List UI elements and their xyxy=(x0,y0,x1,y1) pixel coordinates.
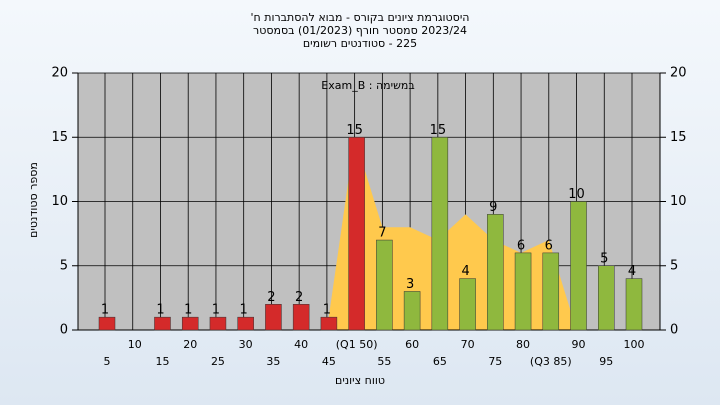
data-label: 5 xyxy=(600,251,608,266)
data-label: 4 xyxy=(461,264,469,279)
data-label: 3 xyxy=(406,277,414,292)
y2-tick-label: 20 xyxy=(670,66,687,81)
x-tick-label: 25 xyxy=(211,355,225,368)
y2-tick-label: 10 xyxy=(670,194,687,209)
x-tick-label: 95 xyxy=(599,355,613,368)
data-label: 1 xyxy=(184,303,192,318)
data-label: 1 xyxy=(212,303,220,318)
data-label: 6 xyxy=(545,238,553,253)
x-tick-label: 55 xyxy=(377,355,391,368)
bar xyxy=(181,316,199,331)
x-tick-label: 75 xyxy=(488,355,502,368)
chart-title: היסטוגרמת ציונים בקורס - מבוא להסתברות ח… xyxy=(251,11,470,24)
x-tick-label: 10 xyxy=(128,338,142,351)
x-axis-label: טווח ציונים xyxy=(335,374,385,387)
data-label: 1 xyxy=(323,303,331,318)
data-label: 10 xyxy=(568,187,585,202)
x-tick-label: 35 xyxy=(266,355,280,368)
bar xyxy=(514,252,532,331)
x-tick-label: (Q3 85) xyxy=(530,355,572,368)
bar xyxy=(320,316,338,331)
chart-subtitle: 2023/24 סמסטר חורף (01/2023) בסמסטר xyxy=(253,24,467,37)
data-label: 1 xyxy=(101,303,109,318)
bar xyxy=(570,201,587,331)
x-tick-label: 65 xyxy=(433,355,447,368)
bar xyxy=(542,252,560,331)
x-tick-label: 40 xyxy=(294,338,308,351)
data-label: 1 xyxy=(240,303,248,318)
x-tick-label: 15 xyxy=(155,355,169,368)
y-axis-label: מספר סטודנטים xyxy=(27,162,40,238)
x-tick-label: (Q1 50) xyxy=(336,338,378,351)
chart-subtitle: 225 - סטודנטים רשומים xyxy=(303,37,417,50)
y2-tick-label: 0 xyxy=(670,323,678,338)
bar xyxy=(487,214,504,331)
bar xyxy=(598,265,615,331)
y-tick-label: 20 xyxy=(51,66,68,81)
bar xyxy=(265,304,282,331)
x-tick-label: 5 xyxy=(104,355,111,368)
bar xyxy=(376,239,393,331)
x-tick-label: 45 xyxy=(322,355,336,368)
y-tick-label: 15 xyxy=(51,130,68,145)
data-label: 4 xyxy=(628,264,636,279)
data-label: 2 xyxy=(295,290,303,305)
bar xyxy=(209,316,227,331)
x-tick-label: 60 xyxy=(405,338,419,351)
bar xyxy=(292,304,310,331)
bar xyxy=(459,278,476,331)
bar xyxy=(98,316,116,331)
y-tick-label: 10 xyxy=(51,194,68,209)
data-label: 2 xyxy=(267,290,275,305)
bar xyxy=(403,291,421,331)
y-tick-label: 5 xyxy=(60,258,68,273)
x-tick-label: 90 xyxy=(572,338,586,351)
x-tick-label: 20 xyxy=(183,338,197,351)
data-label: 6 xyxy=(517,238,525,253)
data-label: 15 xyxy=(430,123,447,138)
y-tick-label: 0 xyxy=(60,323,68,338)
x-tick-label: 100 xyxy=(624,338,645,351)
y2-tick-label: 15 xyxy=(670,130,687,145)
y2-tick-label: 5 xyxy=(670,258,678,273)
x-tick-label: 30 xyxy=(239,338,253,351)
data-label: 9 xyxy=(489,200,497,215)
bar xyxy=(237,316,254,331)
bar xyxy=(348,137,365,331)
bar xyxy=(154,316,171,331)
bar xyxy=(431,137,449,331)
data-label: 7 xyxy=(378,226,386,241)
data-label: 1 xyxy=(156,303,164,318)
x-tick-label: 80 xyxy=(516,338,530,351)
annotation: Exam_B : במשימה xyxy=(321,79,414,92)
data-label: 15 xyxy=(346,123,363,138)
bar xyxy=(625,278,643,331)
x-tick-label: 70 xyxy=(461,338,475,351)
